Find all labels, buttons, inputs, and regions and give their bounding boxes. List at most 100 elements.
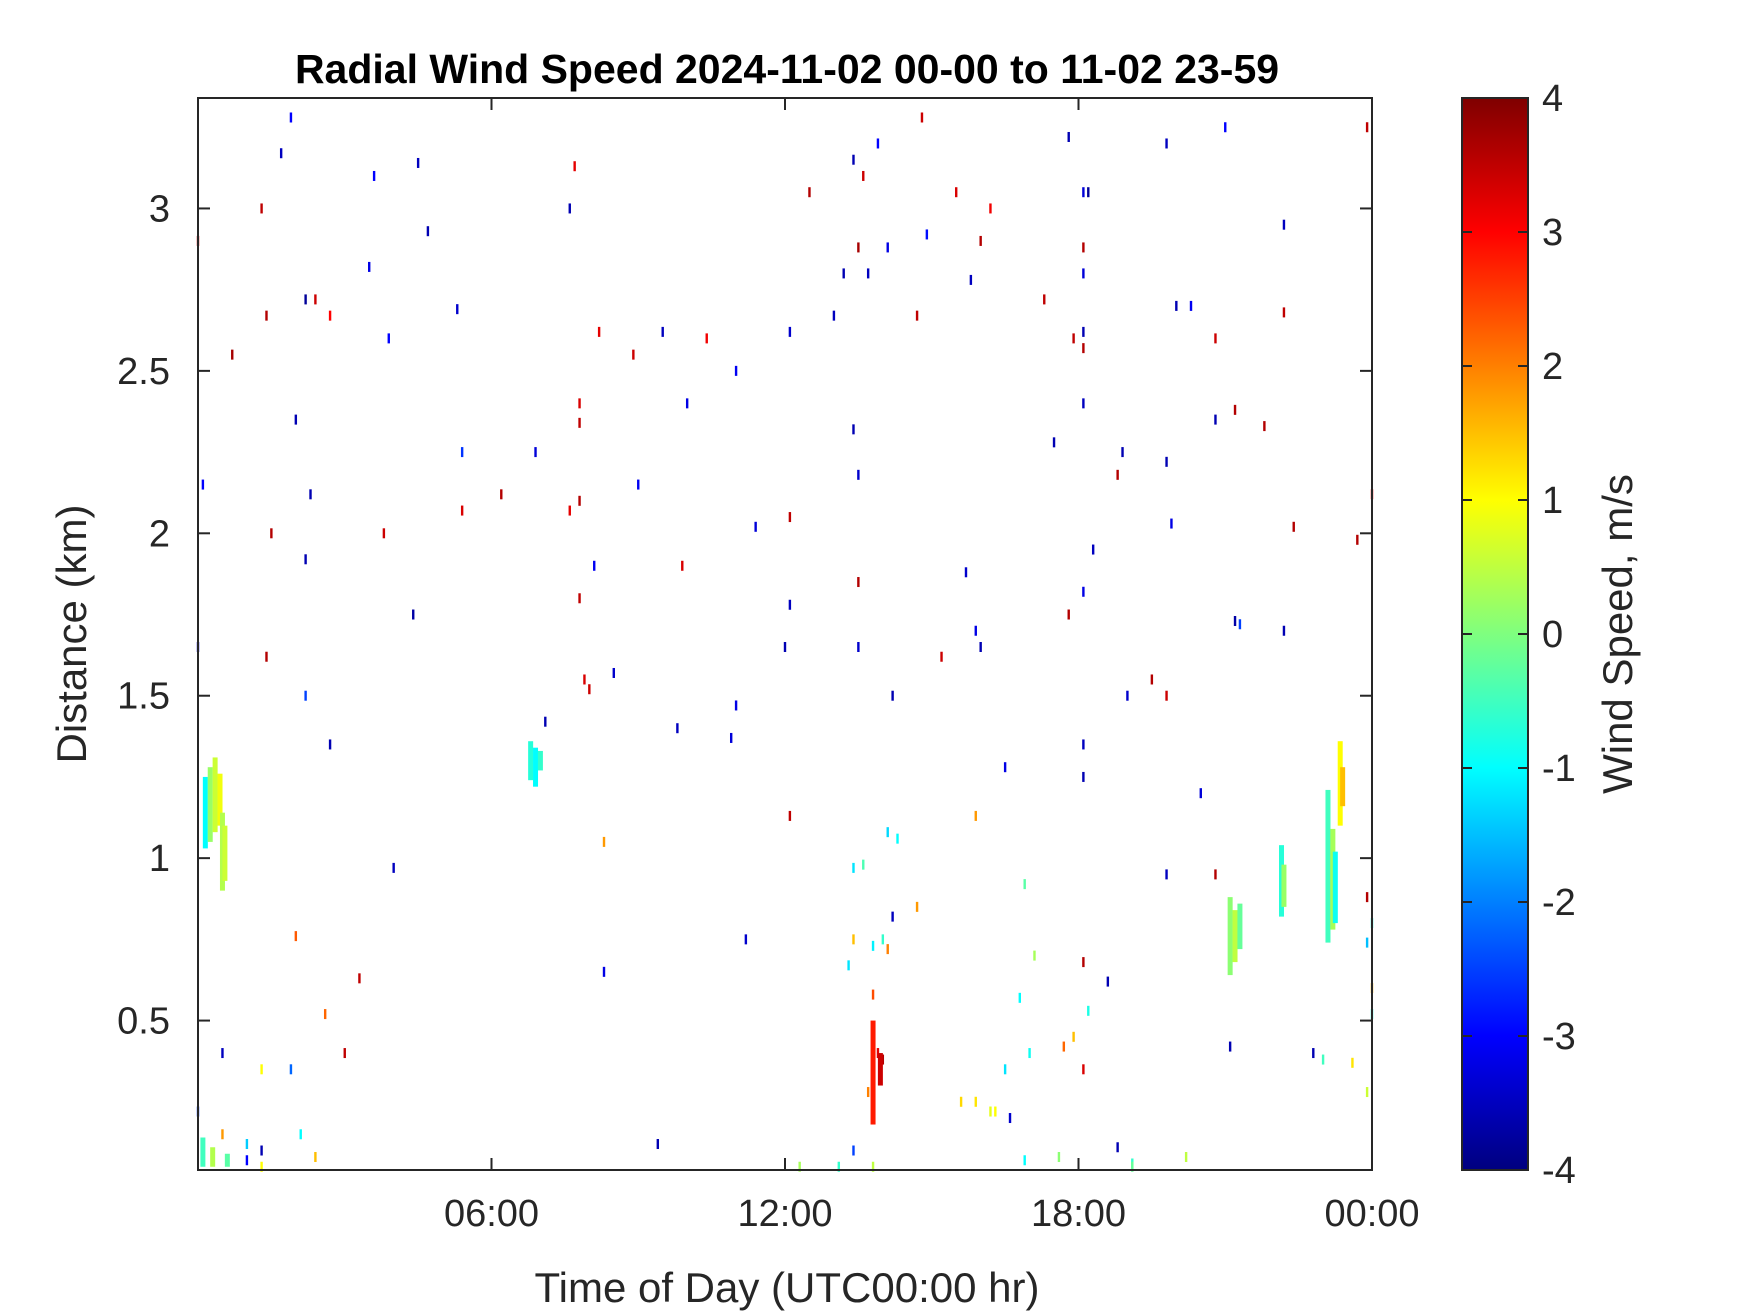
data-streak	[1227, 897, 1233, 976]
data-point	[1238, 619, 1242, 630]
data-point	[597, 326, 601, 337]
data-point	[881, 934, 885, 945]
data-point	[632, 349, 635, 360]
data-point	[754, 521, 757, 532]
data-streak	[224, 1153, 230, 1167]
data-point	[1282, 219, 1286, 230]
y-axis: 0.5 1 1.5 2 2.5 3	[117, 188, 1372, 1043]
data-point	[1321, 1054, 1325, 1065]
data-point	[1067, 131, 1070, 142]
data-point	[847, 960, 850, 971]
x-axis-label: Time of Day (UTC00:00 hr)	[535, 1264, 1040, 1311]
data-point	[974, 1096, 977, 1107]
data-point	[1282, 307, 1286, 318]
data-point	[1263, 421, 1266, 432]
data-point	[289, 1064, 293, 1075]
data-point	[1282, 625, 1286, 636]
data-point	[1170, 518, 1173, 529]
y-tick-label: 1	[149, 838, 170, 880]
data-point	[1067, 609, 1070, 620]
data-point	[994, 1106, 997, 1117]
data-streak	[1332, 851, 1338, 924]
data-point	[866, 1087, 870, 1098]
data-point	[1165, 690, 1168, 701]
data-point	[656, 1139, 660, 1150]
y-axis-label: Distance (km)	[48, 504, 95, 763]
data-streak	[537, 750, 543, 771]
data-point	[460, 447, 464, 458]
data-point	[358, 973, 361, 984]
data-point	[1184, 1152, 1188, 1163]
data-point	[593, 560, 596, 571]
data-point	[852, 424, 855, 435]
data-streak	[1281, 864, 1287, 907]
x-tick-label: 18:00	[1031, 1193, 1126, 1235]
data-point	[304, 554, 307, 565]
data-point	[1351, 1057, 1354, 1068]
data-point	[915, 310, 919, 321]
data-point	[955, 187, 958, 198]
data-streak	[200, 1137, 206, 1167]
data-streak	[870, 1020, 876, 1125]
data-streak	[1340, 767, 1346, 807]
data-point	[1365, 122, 1369, 133]
data-point	[1082, 739, 1085, 750]
data-streak	[212, 757, 218, 833]
data-streak	[533, 747, 539, 787]
data-point	[866, 268, 870, 279]
data-point	[661, 326, 664, 337]
data-point	[392, 862, 395, 873]
data-point	[837, 1161, 841, 1172]
data-point	[372, 170, 376, 181]
data-point	[299, 1129, 302, 1140]
colorbar-tick-label: -2	[1542, 882, 1576, 924]
data-point	[1106, 976, 1110, 987]
data-streak	[202, 776, 208, 849]
data-point	[279, 148, 283, 159]
data-point	[343, 1048, 346, 1059]
data-point	[1087, 187, 1090, 198]
data-point	[788, 326, 792, 337]
data-point	[1214, 869, 1217, 880]
data-marks	[196, 112, 1374, 1172]
data-point	[1365, 892, 1369, 903]
data-point	[304, 690, 307, 701]
data-point	[1214, 333, 1217, 344]
data-streak	[877, 1053, 883, 1086]
data-point	[460, 505, 464, 516]
data-point	[1082, 343, 1085, 354]
data-point	[734, 700, 738, 711]
data-point	[260, 1161, 263, 1172]
x-tick-label: 00:00	[1324, 1193, 1419, 1235]
data-point	[876, 138, 880, 149]
data-point	[940, 651, 943, 662]
data-point	[925, 229, 929, 240]
data-point	[1028, 1048, 1031, 1059]
data-point	[1008, 1113, 1012, 1124]
data-point	[989, 203, 992, 214]
data-point	[309, 489, 312, 500]
data-point	[676, 723, 679, 734]
data-point	[578, 593, 581, 604]
data-point	[974, 625, 977, 636]
data-point	[1165, 138, 1168, 149]
data-point	[974, 810, 977, 821]
data-point	[1052, 437, 1056, 448]
data-point	[744, 934, 748, 945]
data-point	[852, 1145, 855, 1156]
x-axis: 06:00 12:00 18:00 00:00	[444, 98, 1420, 1235]
data-point	[788, 599, 792, 610]
data-point	[588, 684, 591, 695]
data-point	[886, 242, 889, 253]
data-streak	[210, 1147, 216, 1167]
data-point	[969, 274, 973, 285]
data-point	[964, 567, 968, 578]
colorbar-tick-label: 3	[1542, 212, 1563, 254]
data-point	[852, 862, 855, 873]
data-point	[729, 732, 733, 743]
data-point	[857, 577, 860, 588]
data-point	[857, 469, 860, 480]
colorbar-tick-label: 1	[1542, 480, 1563, 522]
data-point	[1199, 788, 1202, 799]
